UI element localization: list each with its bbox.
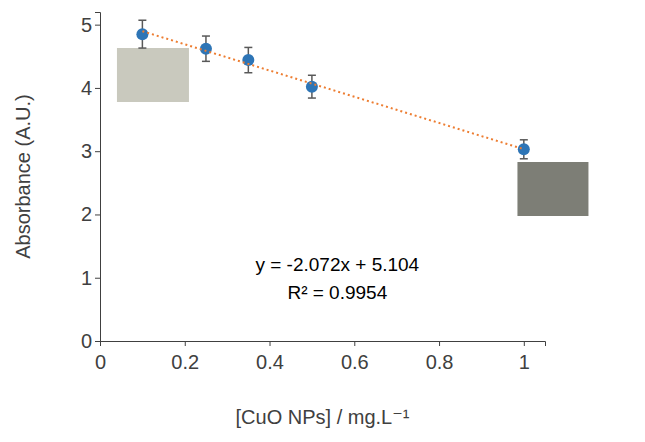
tick-label: 0 [95, 351, 106, 373]
tick: 4 [81, 77, 100, 99]
tick: 1 [519, 341, 530, 373]
tick: 0.4 [256, 341, 284, 373]
tick-label: 0.4 [256, 351, 284, 373]
tick-label: 0.2 [171, 351, 199, 373]
tick-label: 0.8 [426, 351, 454, 373]
x-axis: 0 0.2 0.4 0.6 0.8 1 [95, 341, 546, 373]
tick-label: 1 [519, 351, 530, 373]
tick-mark [95, 278, 100, 279]
tick: 2 [81, 203, 100, 225]
data-point [306, 81, 318, 93]
tick-mark [185, 341, 186, 346]
tick: 0.6 [341, 341, 369, 373]
tick: 0 [81, 330, 100, 352]
tick-mark [270, 341, 271, 346]
annotation: R² = 0.9954 [287, 282, 387, 303]
annotation: y = -2.072x + 5.104 [255, 254, 419, 275]
chart: 0 0.2 0.4 0.6 0.8 1 0 1 2 3 4 5 y = -2.072x + 5.104 R… [0, 0, 645, 442]
tick-label: 3 [81, 140, 92, 162]
tick-mark [95, 25, 100, 26]
tick: 1 [81, 267, 100, 289]
tick-mark [95, 214, 100, 215]
tick-mark [95, 341, 100, 342]
tick: 0 [95, 341, 106, 373]
tick-label: 1 [81, 267, 92, 289]
trend-line [142, 31, 523, 149]
tick-label: 2 [81, 203, 92, 225]
data-point [136, 28, 148, 40]
color-swatch [517, 162, 588, 216]
tick-mark [95, 88, 100, 89]
y-axis-title: Absorbance (A.U.) [12, 94, 34, 259]
tick: 3 [81, 140, 100, 162]
tick-mark [439, 341, 440, 346]
tick: 0.8 [426, 341, 454, 373]
data-point [518, 143, 530, 155]
tick-mark [95, 151, 100, 152]
tick-label: 4 [81, 77, 92, 99]
tick-label: 5 [81, 14, 92, 36]
tick: 0.2 [171, 341, 199, 373]
y-axis: 0 1 2 3 4 5 [81, 13, 101, 352]
tick-label: 0.6 [341, 351, 369, 373]
tick: 5 [81, 14, 100, 36]
axis-line [101, 342, 546, 347]
x-axis-title: [CuO NPs] / mg.L⁻¹ [236, 406, 410, 428]
tick-mark [354, 341, 355, 346]
tick-mark [524, 341, 525, 346]
axis-line [95, 13, 101, 342]
color-swatch [117, 48, 189, 102]
tick-label: 0 [81, 330, 92, 352]
marks [136, 20, 529, 159]
plot-area: 0 0.2 0.4 0.6 0.8 1 0 1 2 3 4 5 y = -2.072x + 5.104 R… [81, 13, 589, 374]
